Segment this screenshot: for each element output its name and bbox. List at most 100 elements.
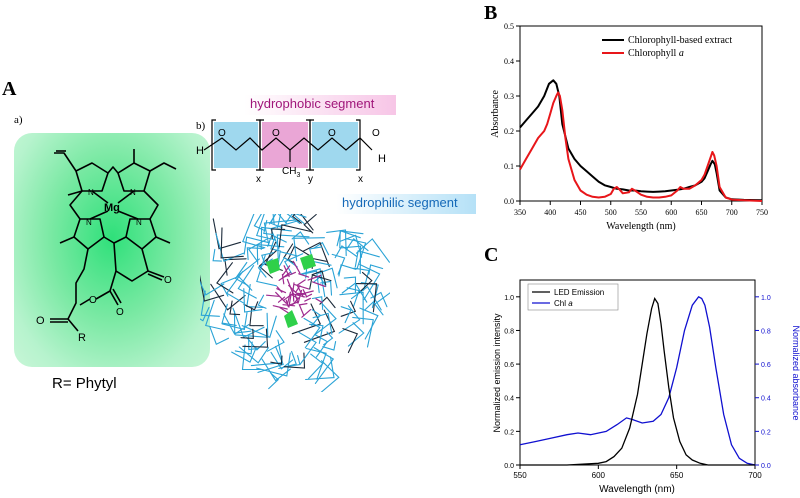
chart-b-xtick-label: 450 (575, 208, 587, 217)
micelle-shell-chain (309, 323, 324, 344)
micelle-shell-chain (243, 236, 270, 255)
chart-c-xlabel: Wavelength (nm) (599, 484, 675, 495)
micelle-core-chain (286, 278, 294, 295)
micelle-shell-chain (320, 360, 340, 392)
micelle-shell-chain (232, 307, 265, 338)
chart-b-xtick-label: 400 (544, 208, 556, 217)
atom-label-r: R (78, 332, 86, 344)
micelle-shell-chain (326, 229, 347, 257)
micelle-shell-chain (338, 264, 357, 277)
chlorophyll-green-1 (266, 258, 280, 274)
chlorophyll-structure: Mg N N N N O O O O R (36, 149, 177, 344)
micelle-shell-chain (352, 316, 374, 348)
micelle-shell-chain (305, 347, 327, 380)
micelle-shell-chain (339, 291, 364, 325)
micelle-core-chain (292, 260, 301, 274)
micelle-shell-chain (291, 231, 310, 245)
micelle-core-chain (307, 274, 322, 281)
micelle-shell-chain (220, 227, 244, 259)
micelle-shell-chain (302, 241, 330, 268)
micelle-shell-chain (256, 352, 291, 377)
micelle-shell-chain (257, 294, 267, 309)
chart-c-y2tick-label: 0.6 (761, 362, 771, 369)
micelle-shell-chain (258, 249, 278, 279)
chart-c-ytick-label: 0.6 (504, 362, 514, 369)
micelle-shell-chain (305, 356, 335, 381)
micelle-shell-chain (240, 328, 254, 339)
micelle-shell-chain (285, 214, 305, 225)
sub-letter-a: a) (14, 114, 23, 126)
micelle-shell-chain (272, 214, 275, 225)
micelle-shell-chain (246, 336, 266, 351)
hydrophilic-highlight (336, 194, 476, 214)
micelle-core-chain (301, 308, 312, 318)
polymer-o-2: O (272, 128, 280, 139)
chart-b-ytick-label: 0.0 (504, 197, 514, 206)
micelle-shell-chain (253, 214, 266, 232)
micelle-core-chain (272, 305, 288, 310)
atom-label-n-1: N (88, 188, 94, 197)
micelle-shell-chain (368, 264, 384, 275)
micelle-shell-chain (338, 305, 361, 334)
micelle-shell-chain (374, 292, 390, 305)
polymer-h-left: H (196, 145, 204, 157)
atom-label-o-carbonyl: O (116, 307, 124, 318)
series-b-extract (519, 79, 763, 202)
peo-block-1 (214, 122, 258, 168)
atom-label-n-4: N (136, 218, 142, 227)
micelle-shell-chain (345, 237, 369, 252)
polymer-o-1: O (218, 128, 226, 139)
panel-letter-c: C (484, 244, 499, 266)
chart-b-ylabel: Absorbance (490, 90, 501, 138)
micelle-shell-chain (271, 228, 286, 240)
chart-b-xtick-label: 550 (635, 208, 647, 217)
chart-c-ytick-label: 1.0 (504, 295, 514, 302)
atom-label-n-2: N (130, 188, 136, 197)
micelle-core-chain (290, 293, 299, 299)
micelle-shell-chain (212, 248, 223, 262)
block-copolymer-formula: H O O O O H CH3 x y x (196, 119, 386, 185)
micelle-shell-chain (270, 355, 283, 365)
micelle-shell-chain (200, 306, 210, 322)
micelle-shell-chain (311, 270, 327, 286)
chart-c-ytick-label: 0.4 (504, 396, 514, 403)
micelle-shell-chain (343, 276, 357, 293)
micelle-shell-chain (313, 241, 330, 256)
micelle-shell-chain (284, 253, 304, 275)
micelle-shell-chain (319, 280, 333, 296)
chart-b-ytick-label: 0.1 (504, 162, 514, 171)
chart-c-ytick-label: 0.8 (504, 328, 514, 335)
chlorophyll-green-3 (284, 310, 298, 328)
micelle-core-chain (281, 273, 285, 285)
micelle-shell-chain (233, 310, 252, 334)
chart-c-y2tick-label: 0.0 (761, 463, 771, 470)
micelle-shell-chain (255, 214, 276, 241)
micelle-shell-chain (277, 251, 298, 266)
micelle-shell-chain (308, 353, 324, 380)
chlorophyll-highlight-box (14, 133, 210, 367)
micelle-shell-chain (364, 301, 384, 316)
micelle-shell-chain (209, 326, 230, 345)
micelle-shell-chain (243, 301, 259, 311)
micelle-shell-chain (263, 219, 275, 236)
micelle-shell-chain (256, 254, 278, 287)
micelle-shell-chain (249, 307, 264, 327)
micelle-core-chain (298, 304, 305, 316)
chart-c-y2tick-label: 0.4 (761, 396, 771, 403)
chart-c-ytick-label: 0.0 (504, 463, 514, 470)
micelle-shell-chain (370, 291, 388, 308)
micelle-shell-chain (215, 232, 245, 262)
micelle-shell-chain (298, 331, 317, 366)
micelle-shell-chain (224, 258, 247, 276)
micelle-shell-chain (241, 344, 262, 371)
panel-letter-b: B (484, 2, 498, 24)
micelle-shell-chain (270, 219, 300, 250)
micelle-core-chain (282, 265, 291, 276)
series-c-chla (519, 295, 756, 466)
micelle-shell-chain (311, 309, 322, 327)
micelle-shell-chain (293, 237, 325, 262)
micelle-shell-chain (340, 300, 357, 317)
micelle-shell-chain (257, 345, 284, 373)
chart-c-ylabel: Normalized emission intensity (492, 313, 502, 433)
micelle-shell-chain (300, 214, 314, 231)
